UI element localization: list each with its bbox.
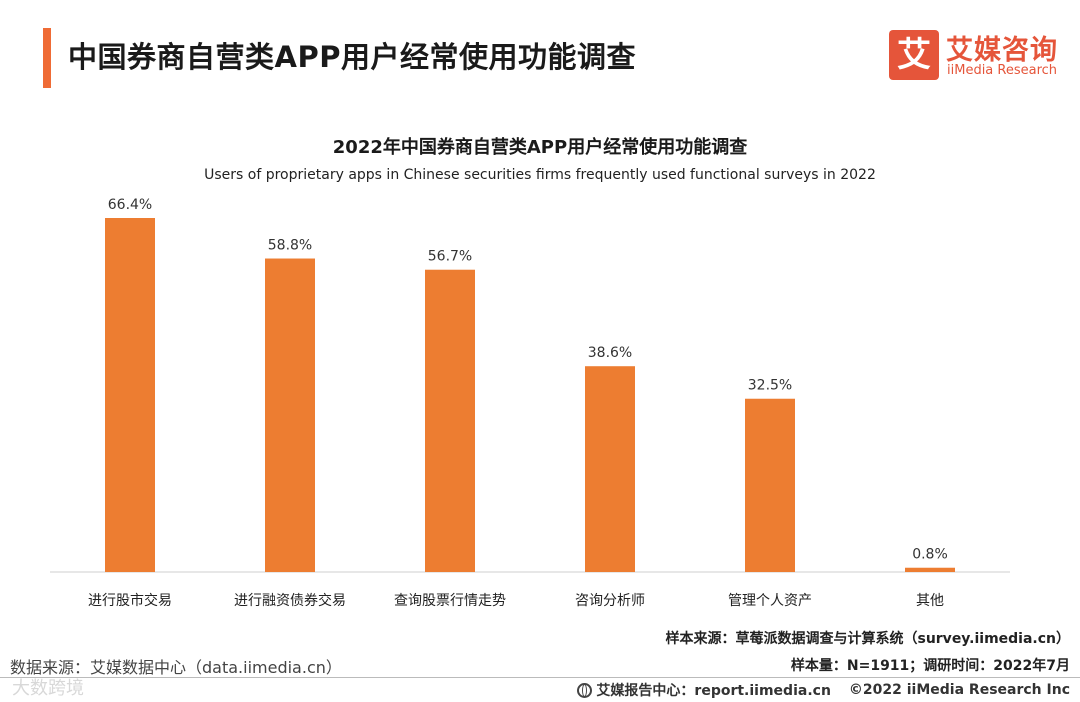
bar-5 bbox=[745, 398, 795, 572]
bar-4 bbox=[585, 366, 635, 572]
footer-divider bbox=[0, 677, 1080, 678]
category-label-6: 其他 bbox=[916, 593, 944, 609]
data-label-1: 66.4% bbox=[108, 197, 152, 213]
watermark: 大数跨境 bbox=[12, 678, 84, 699]
logo-name-en: iiMedia Research bbox=[947, 63, 1058, 78]
copyright: ©2022 iiMedia Research Inc bbox=[848, 682, 1070, 698]
sample-source: 样本来源：草莓派数据调查与计算系统（survey.iimedia.cn） bbox=[665, 631, 1070, 647]
category-label-5: 管理个人资产 bbox=[728, 593, 812, 609]
data-label-2: 58.8% bbox=[268, 238, 312, 254]
chart-title: 2022年中国券商自营类APP用户经常使用功能调查 bbox=[332, 137, 748, 158]
report-center-link[interactable]: 艾媒报告中心：report.iimedia.cn bbox=[596, 683, 831, 699]
category-label-3: 查询股票行情走势 bbox=[394, 593, 506, 609]
data-label-4: 38.6% bbox=[588, 345, 632, 361]
category-label-4: 咨询分析师 bbox=[575, 593, 645, 609]
data-label-5: 32.5% bbox=[748, 378, 792, 394]
logo-badge: 艾 bbox=[889, 30, 939, 80]
logo-name-cn: 艾媒咨询 bbox=[946, 35, 1058, 66]
page-title: 中国券商自营类APP用户经常使用功能调查 bbox=[68, 40, 636, 74]
data-label-3: 56.7% bbox=[428, 249, 472, 265]
title-accent-bar bbox=[43, 28, 51, 88]
iimedia-logo: 艾 艾媒咨询 iiMedia Research bbox=[889, 30, 1069, 82]
bar-3 bbox=[425, 269, 475, 572]
bar-6 bbox=[905, 567, 955, 572]
bar-2 bbox=[265, 258, 315, 572]
chart-subtitle: Users of proprietary apps in Chinese sec… bbox=[204, 167, 876, 183]
bar-1 bbox=[105, 218, 155, 572]
globe-icon bbox=[577, 682, 593, 698]
category-label-2: 进行融资债券交易 bbox=[234, 592, 346, 609]
category-label-1: 进行股市交易 bbox=[88, 592, 172, 609]
data-label-6: 0.8% bbox=[912, 547, 948, 563]
footer-bottom: 艾媒报告中心：report.iimedia.cn ©2022 iiMedia R… bbox=[577, 680, 1070, 700]
data-source: 数据来源：艾媒数据中心（data.iimedia.cn） bbox=[10, 658, 342, 677]
sample-size: 样本量：N=1911；调研时间：2022年7月 bbox=[790, 658, 1070, 674]
